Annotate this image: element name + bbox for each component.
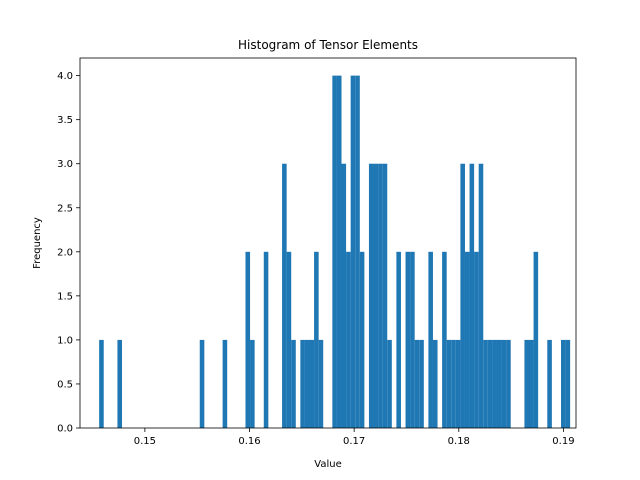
histogram-bar bbox=[446, 339, 452, 428]
plot-frame bbox=[79, 57, 577, 429]
y-tick-label: 4.0 bbox=[57, 71, 73, 82]
histogram-bar bbox=[496, 339, 502, 428]
histogram-bar bbox=[410, 251, 415, 428]
histogram-bar bbox=[250, 339, 255, 428]
histogram-bar bbox=[282, 163, 287, 428]
histogram-bar bbox=[483, 339, 488, 428]
histogram-bar bbox=[245, 251, 251, 428]
x-tick-label: 0.18 bbox=[448, 436, 470, 447]
histogram-bar bbox=[222, 339, 228, 428]
histogram-bar bbox=[382, 163, 388, 428]
histogram-bar bbox=[99, 339, 104, 428]
histogram-bar bbox=[419, 339, 424, 428]
histogram-bar bbox=[396, 251, 401, 428]
x-tick-label: 0.16 bbox=[238, 436, 260, 447]
histogram-bar bbox=[199, 339, 205, 428]
histogram-bar bbox=[336, 75, 342, 428]
x-tick-label: 0.17 bbox=[343, 436, 365, 447]
histogram-bar bbox=[117, 339, 123, 428]
histogram-bar bbox=[387, 339, 392, 428]
histogram-bar bbox=[428, 251, 433, 428]
histogram-bar bbox=[378, 163, 383, 428]
x-tick-label: 0.19 bbox=[552, 436, 574, 447]
y-tick-label: 3.5 bbox=[57, 115, 73, 126]
histogram-bar bbox=[300, 339, 305, 428]
histogram-bar bbox=[304, 339, 310, 428]
histogram-bar bbox=[341, 163, 347, 428]
histogram-bar bbox=[414, 339, 420, 428]
y-tick-label: 0.0 bbox=[57, 424, 73, 435]
histogram-bar bbox=[355, 75, 360, 428]
histogram-bar bbox=[291, 339, 296, 428]
histogram-bar bbox=[565, 339, 571, 428]
y-tick-label: 2.0 bbox=[57, 247, 73, 258]
histogram-bar bbox=[405, 251, 411, 428]
histogram-bar bbox=[460, 163, 465, 428]
histogram-bar bbox=[528, 339, 534, 428]
histogram-bar bbox=[506, 339, 511, 428]
histogram-bar bbox=[368, 163, 374, 428]
histogram-bar bbox=[464, 251, 470, 428]
histogram-bar bbox=[332, 75, 337, 428]
y-tick-label: 0.5 bbox=[57, 379, 73, 390]
histogram-bar bbox=[547, 339, 552, 428]
histogram-bar bbox=[501, 339, 507, 428]
y-tick-label: 1.0 bbox=[57, 335, 73, 346]
histogram-bar bbox=[561, 339, 566, 428]
x-axis-ticks: 0.15 0.16 0.17 0.18 0.19 bbox=[134, 428, 575, 447]
y-axis-ticks: 0.0 0.5 1.0 1.5 2.0 2.5 3.0 3.5 4.0 bbox=[57, 71, 80, 435]
x-tick-label: 0.15 bbox=[134, 436, 156, 447]
x-axis-label: Value bbox=[314, 459, 341, 470]
histogram-bar bbox=[478, 163, 484, 428]
histogram-bar bbox=[455, 339, 461, 428]
y-tick-label: 2.5 bbox=[57, 203, 73, 214]
y-axis-label: Frequency bbox=[32, 217, 43, 269]
histogram-bar bbox=[524, 339, 529, 428]
histogram-bar bbox=[318, 339, 324, 428]
histogram-bar bbox=[492, 339, 497, 428]
histogram-bar bbox=[263, 251, 269, 428]
histogram-bar bbox=[314, 251, 319, 428]
histogram-bars bbox=[99, 75, 571, 428]
histogram-bar bbox=[286, 251, 292, 428]
histogram-bar bbox=[432, 339, 438, 428]
histogram-bar bbox=[533, 251, 539, 428]
histogram-bar bbox=[346, 251, 351, 428]
histogram-bar bbox=[469, 163, 475, 428]
histogram-bar bbox=[451, 339, 456, 428]
histogram-bar bbox=[309, 339, 315, 428]
histogram-bar bbox=[474, 251, 479, 428]
histogram-bar bbox=[350, 75, 356, 428]
y-tick-label: 1.5 bbox=[57, 291, 73, 302]
chart-title: Histogram of Tensor Elements bbox=[238, 38, 418, 52]
histogram-bar bbox=[487, 339, 493, 428]
histogram-bar bbox=[359, 251, 365, 428]
histogram-bar bbox=[373, 163, 379, 428]
histogram-bar bbox=[442, 251, 447, 428]
y-tick-label: 3.0 bbox=[57, 159, 73, 170]
